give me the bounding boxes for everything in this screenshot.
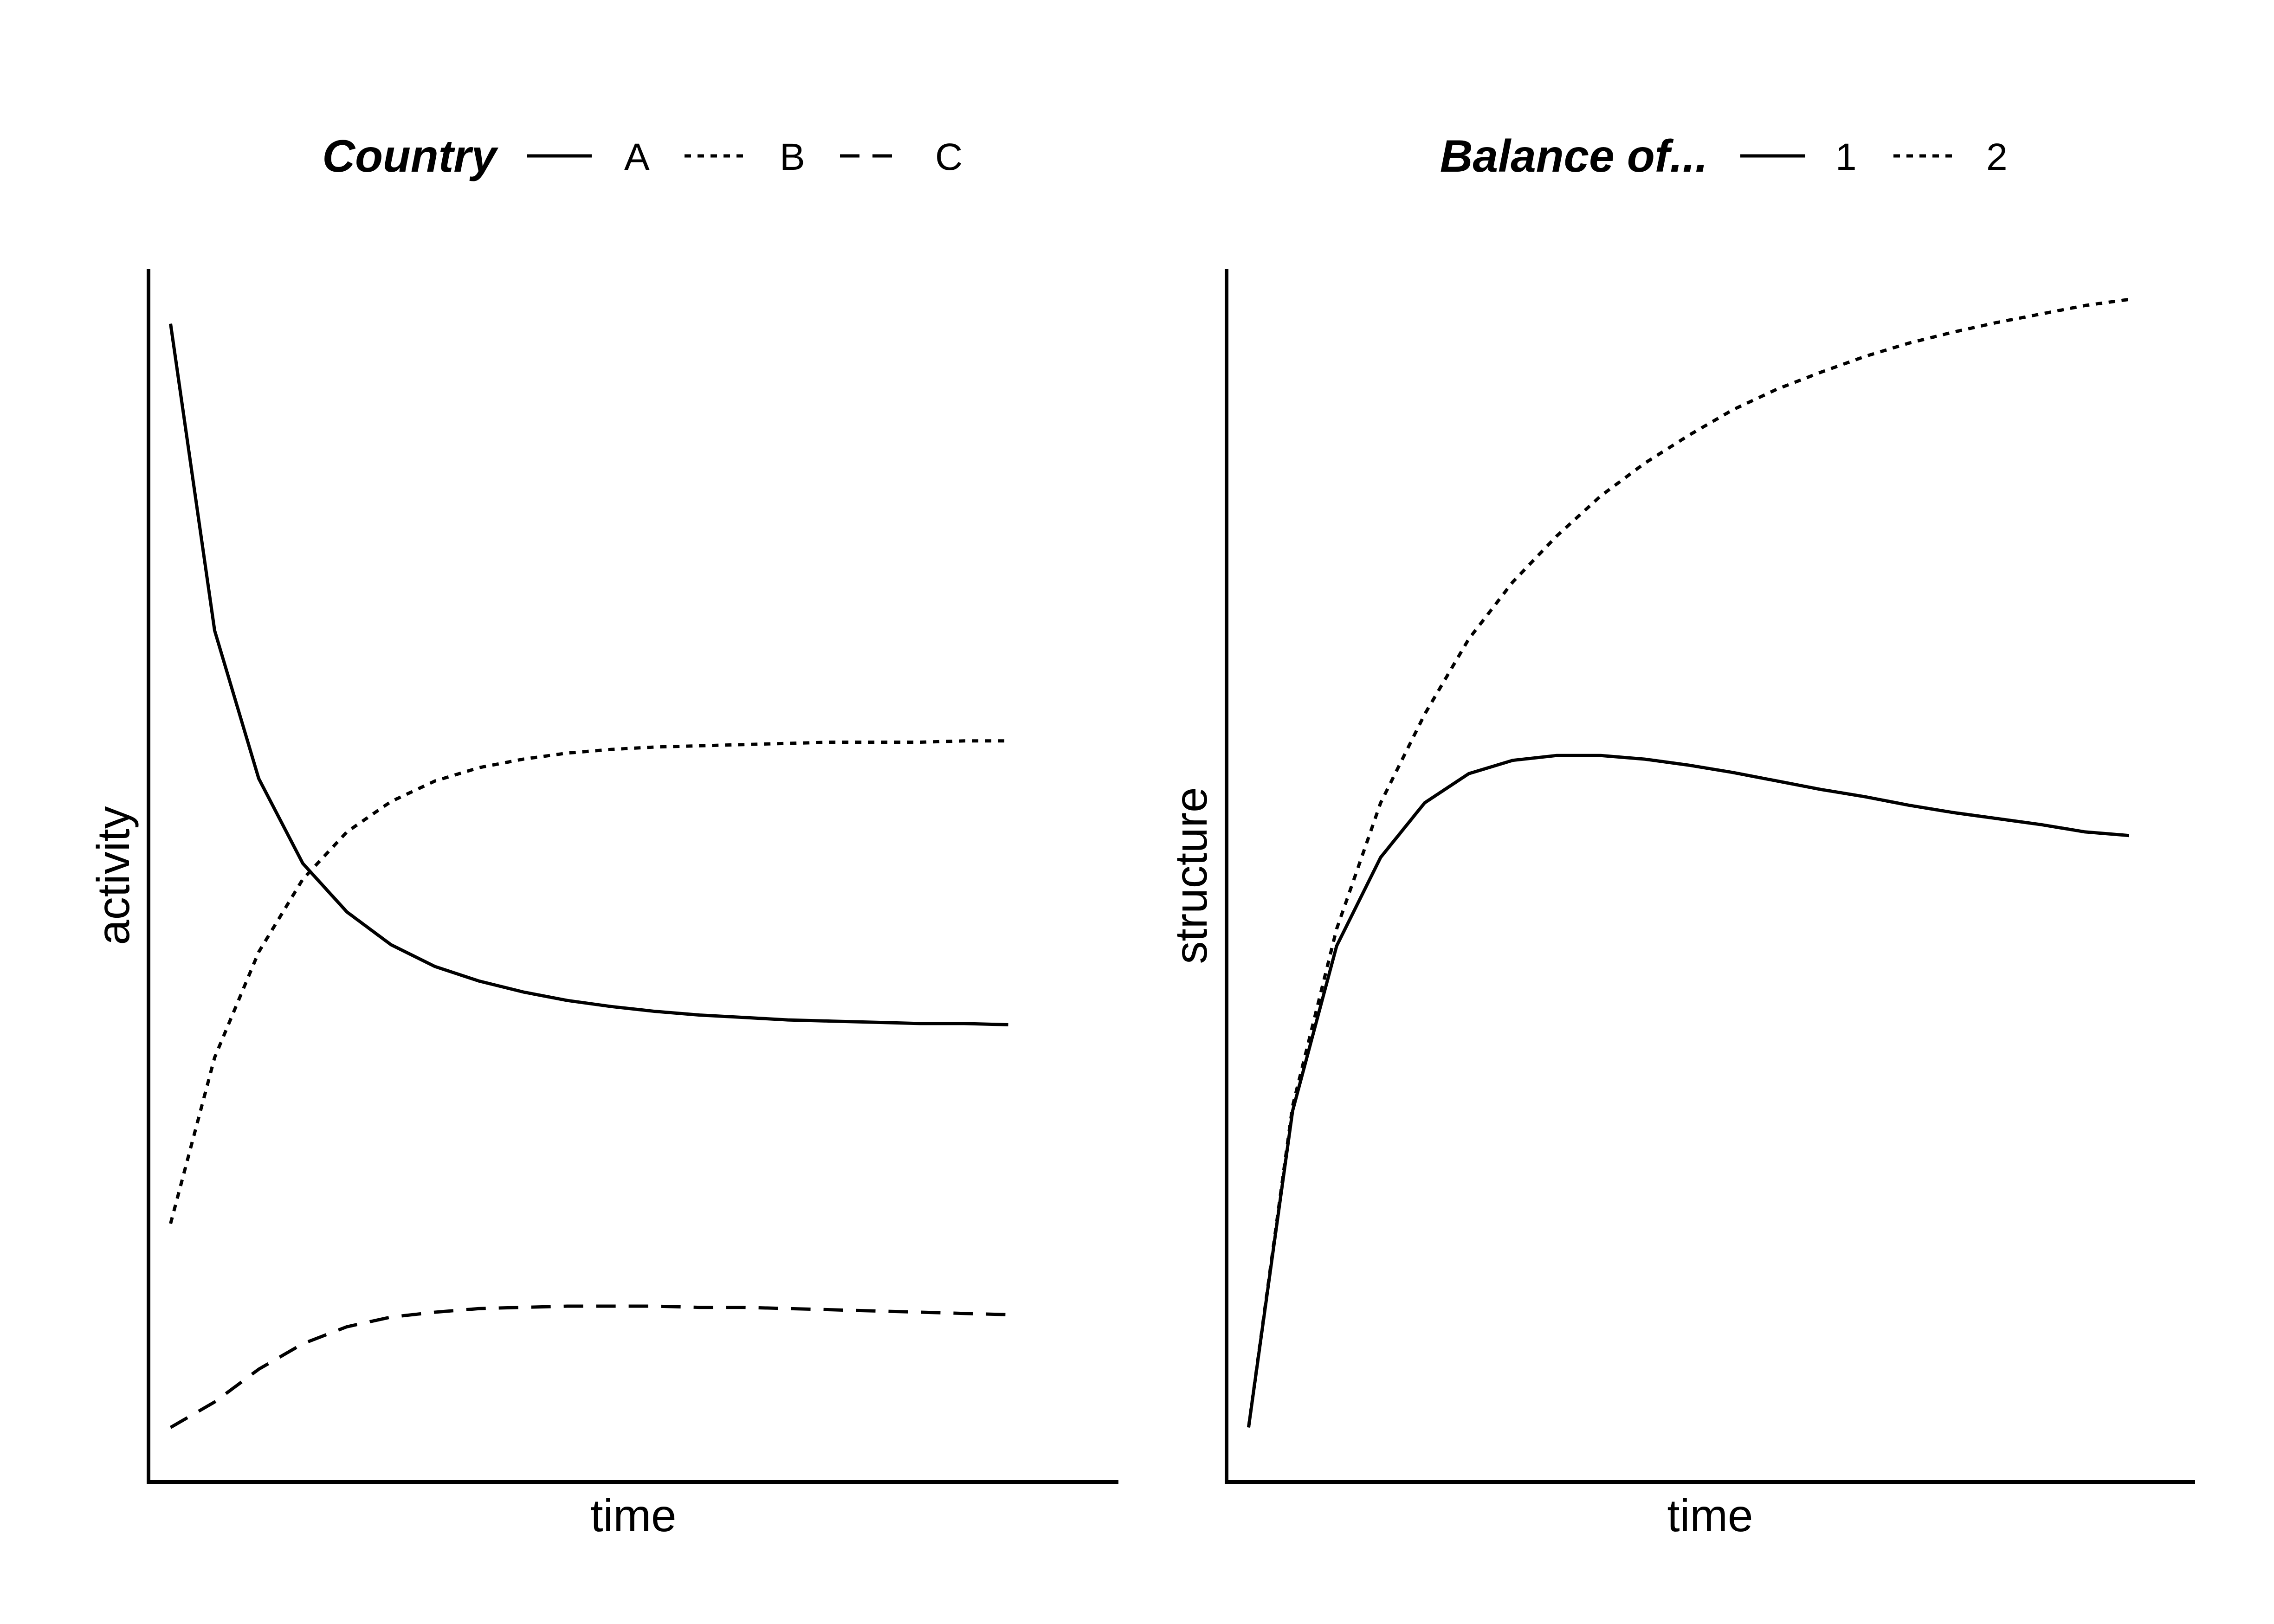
legend-balance: Balance of... 1 2 (1440, 130, 2008, 181)
legend-label-1: 1 (1835, 136, 1857, 178)
legend-label-b: B (780, 136, 805, 178)
legend-country: Country A B C (322, 130, 963, 181)
series-line-2 (1247, 297, 2130, 1428)
series-line-b (169, 739, 1008, 1224)
series-line-1 (1247, 754, 2129, 1428)
x-axis-title: time (1667, 1490, 1753, 1541)
panel-structure: Balance of... 1 2 time structure (1165, 130, 2195, 1541)
series-group (169, 323, 1008, 1429)
legend-label-2: 2 (1986, 136, 2008, 178)
legend-label-c: C (935, 136, 963, 178)
legend-title: Balance of... (1440, 130, 1708, 181)
y-axis-title: activity (88, 806, 139, 945)
y-axis-title: structure (1165, 787, 1216, 964)
panel-activity: Country A B C time activity (88, 130, 1118, 1541)
legend-label-a: A (624, 136, 650, 178)
x-axis-title: time (590, 1490, 676, 1541)
series-line-c (169, 1304, 1008, 1429)
legend-title: Country (322, 130, 498, 181)
series-group (1247, 297, 2130, 1428)
series-line-a (169, 323, 1008, 1026)
